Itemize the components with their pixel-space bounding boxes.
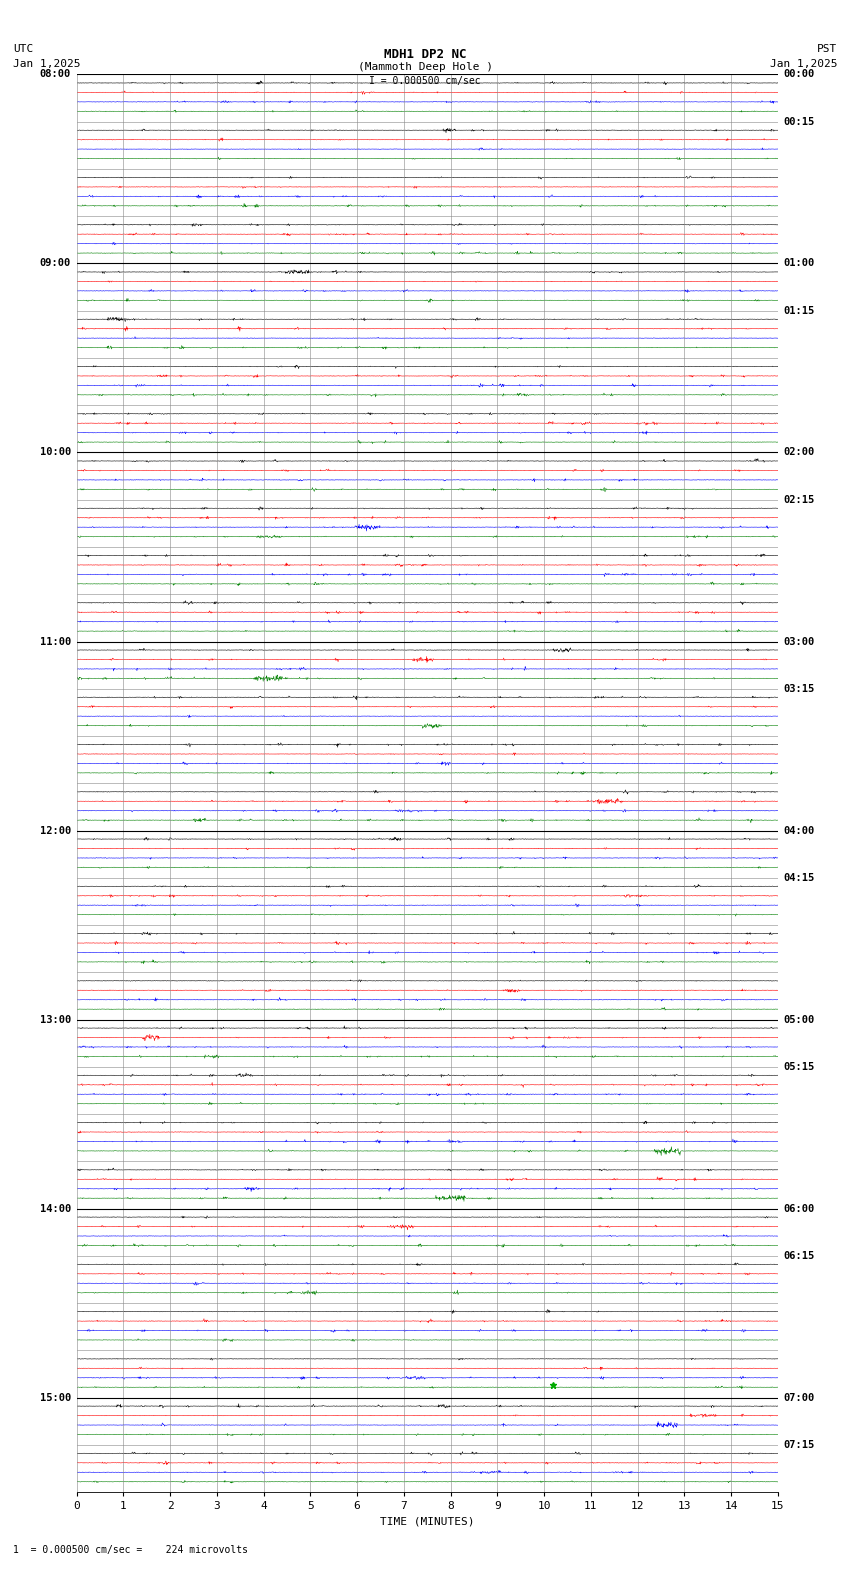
Text: 08:00: 08:00 xyxy=(40,70,71,79)
Text: 13:00: 13:00 xyxy=(40,1015,71,1025)
Text: 00:00: 00:00 xyxy=(784,70,814,79)
Text: 07:15: 07:15 xyxy=(784,1440,814,1449)
Text: 04:00: 04:00 xyxy=(784,825,814,835)
Text: 12:00: 12:00 xyxy=(40,825,71,835)
X-axis label: TIME (MINUTES): TIME (MINUTES) xyxy=(380,1517,474,1527)
Text: 03:00: 03:00 xyxy=(784,637,814,646)
Text: 00:15: 00:15 xyxy=(784,117,814,127)
Text: PST: PST xyxy=(817,44,837,54)
Text: 09:00: 09:00 xyxy=(40,258,71,268)
Text: Jan 1,2025: Jan 1,2025 xyxy=(13,59,80,68)
Text: 05:15: 05:15 xyxy=(784,1061,814,1072)
Text: 06:15: 06:15 xyxy=(784,1251,814,1261)
Text: 01:15: 01:15 xyxy=(784,306,814,315)
Text: 02:15: 02:15 xyxy=(784,494,814,505)
Text: 06:00: 06:00 xyxy=(784,1204,814,1213)
Text: I = 0.000500 cm/sec: I = 0.000500 cm/sec xyxy=(369,76,481,86)
Text: UTC: UTC xyxy=(13,44,33,54)
Text: 11:00: 11:00 xyxy=(40,637,71,646)
Text: 1  = 0.000500 cm/sec =    224 microvolts: 1 = 0.000500 cm/sec = 224 microvolts xyxy=(13,1546,247,1555)
Text: 01:00: 01:00 xyxy=(784,258,814,268)
Text: (Mammoth Deep Hole ): (Mammoth Deep Hole ) xyxy=(358,62,492,71)
Text: 14:00: 14:00 xyxy=(40,1204,71,1213)
Text: 04:15: 04:15 xyxy=(784,873,814,882)
Text: 02:00: 02:00 xyxy=(784,448,814,458)
Text: 03:15: 03:15 xyxy=(784,684,814,694)
Text: 15:00: 15:00 xyxy=(40,1392,71,1402)
Text: 07:00: 07:00 xyxy=(784,1392,814,1402)
Text: MDH1 DP2 NC: MDH1 DP2 NC xyxy=(383,48,467,60)
Text: 10:00: 10:00 xyxy=(40,448,71,458)
Text: Jan 1,2025: Jan 1,2025 xyxy=(770,59,837,68)
Text: 05:00: 05:00 xyxy=(784,1015,814,1025)
